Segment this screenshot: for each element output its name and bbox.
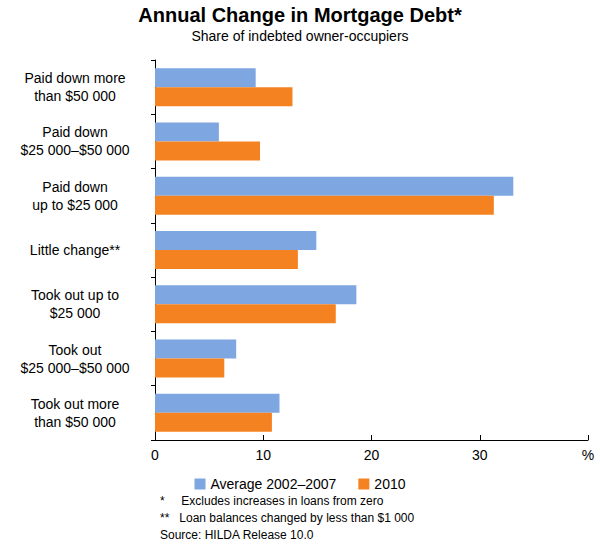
svg-text:* Excludes increases in lo: * Excludes increases in loans from zero xyxy=(160,494,384,508)
svg-text:Share of indebted owner-occupi: Share of indebted owner-occupiers xyxy=(191,28,408,44)
svg-text:30: 30 xyxy=(472,447,488,463)
svg-text:Average 2002–2007: Average 2002–2007 xyxy=(210,476,336,492)
svg-text:20: 20 xyxy=(364,447,380,463)
svg-text:than $50 000: than $50 000 xyxy=(34,414,116,430)
svg-text:** Loan balances changed by: ** Loan balances changed by less than $1… xyxy=(160,511,415,525)
svg-text:Took out up to: Took out up to xyxy=(31,287,119,303)
svg-text:Annual Change in Mortgage Debt: Annual Change in Mortgage Debt* xyxy=(138,4,462,26)
svg-text:0: 0 xyxy=(151,447,159,463)
svg-text:$25 000–$50 000: $25 000–$50 000 xyxy=(21,142,130,158)
svg-text:10: 10 xyxy=(255,447,271,463)
svg-text:%: % xyxy=(582,447,594,463)
svg-text:2010: 2010 xyxy=(374,476,405,492)
svg-text:up to $25 000: up to $25 000 xyxy=(32,197,118,213)
svg-text:$25 000: $25 000 xyxy=(50,305,101,321)
svg-text:Paid down: Paid down xyxy=(42,179,107,195)
svg-text:Took out more: Took out more xyxy=(31,396,120,412)
svg-text:Paid down more: Paid down more xyxy=(24,70,125,86)
svg-text:Took out: Took out xyxy=(49,342,102,358)
svg-text:Little change**: Little change** xyxy=(30,242,121,258)
svg-text:than $50 000: than $50 000 xyxy=(34,88,116,104)
svg-text:Source: HILDA Release 10.0: Source: HILDA Release 10.0 xyxy=(160,528,314,542)
svg-text:Paid down: Paid down xyxy=(42,124,107,140)
svg-text:$25 000–$50 000: $25 000–$50 000 xyxy=(21,360,130,376)
